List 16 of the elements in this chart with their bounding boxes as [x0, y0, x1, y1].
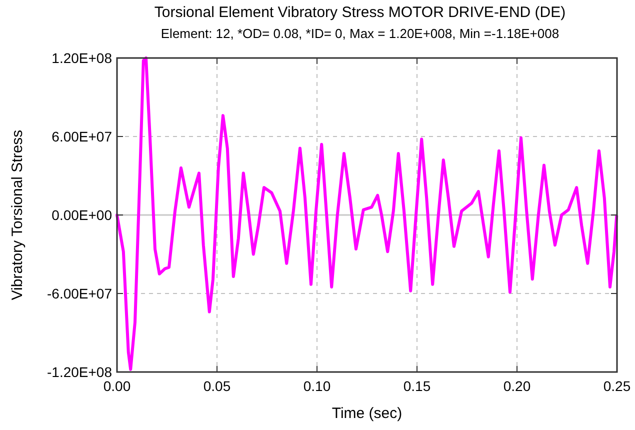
- y-tick-label: -6.00E+07: [47, 286, 112, 302]
- y-tick-label: 6.00E+07: [52, 128, 112, 144]
- line-series: [116, 56, 618, 371]
- x-tick-label: 0.15: [403, 378, 431, 394]
- x-tick-label: 0.05: [203, 378, 231, 394]
- y-axis-title: Vibratory Torsional Stress: [9, 130, 26, 300]
- x-axis-title: Time (sec): [332, 405, 402, 422]
- x-tick-label: 0.20: [503, 378, 531, 394]
- y-tick-label: -1.20E+08: [47, 364, 112, 380]
- y-tick-label: 1.20E+08: [52, 50, 112, 66]
- y-tick-label: 0.00E+00: [52, 207, 112, 223]
- x-tick-label: 0.25: [603, 378, 631, 394]
- x-tick-label: 0.10: [303, 378, 331, 394]
- x-tick-label: 0.00: [103, 378, 131, 394]
- chart-title: Torsional Element Vibratory Stress MOTOR DRIVE-END (DE): [154, 4, 566, 21]
- chart-subtitle: Element: 12, *OD= 0.08, *ID= 0, Max = 1.20E+008, Min =-1.18E+008: [160, 26, 560, 41]
